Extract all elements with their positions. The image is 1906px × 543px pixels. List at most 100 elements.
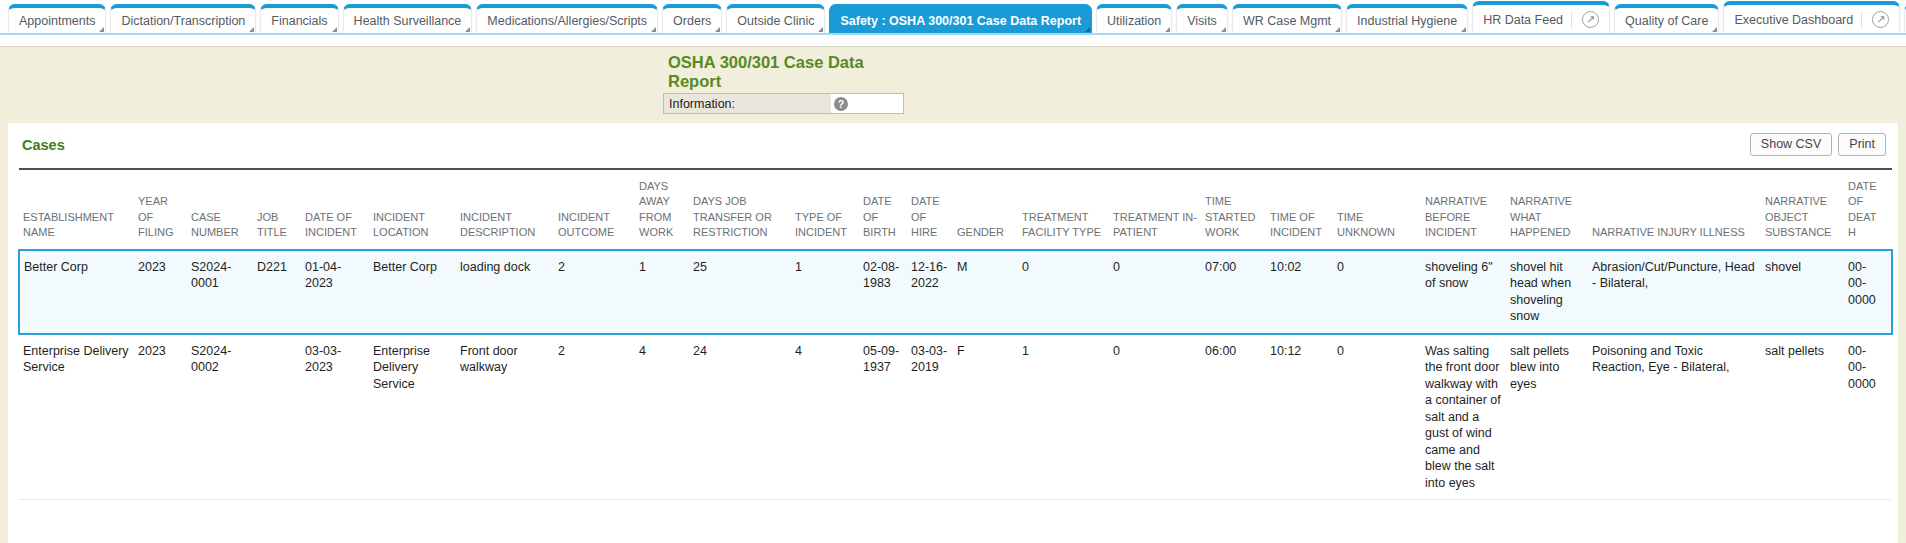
tab-financials[interactable]: Financials [260, 4, 338, 33]
cases-table: ESTABLISHMENT NAMEYEAR OF FILINGCASE NUM… [18, 168, 1893, 500]
column-header-date-of-death: DATE OF DEATH [1848, 169, 1892, 250]
tab-visits[interactable]: Visits [1176, 4, 1228, 33]
column-header-incident-description: INCIDENT DESCRIPTION [460, 169, 558, 250]
external-link-icon[interactable]: ↗ [1582, 11, 1599, 28]
information-label: Information: [664, 94, 831, 113]
cell-time-started-work: 06:00 [1205, 334, 1270, 500]
column-header-time-unknown: TIME UNKNOWN [1337, 169, 1425, 250]
column-header-type-of-incident: TYPE OF INCIDENT [795, 169, 863, 250]
tab-label: HR Data Feed [1483, 13, 1563, 27]
tab-industrial-hygiene[interactable]: Industrial Hygiene [1346, 4, 1468, 33]
tab-hr-data-feed[interactable]: HR Data Feed ↗ [1472, 1, 1610, 33]
cell-time-started-work: 07:00 [1205, 250, 1270, 334]
cell-gender: F [957, 334, 1022, 500]
tab-medications-allergies-scripts[interactable]: Medications/Allergies/Scripts [476, 4, 658, 33]
tab-bar: Appointments Dictation/Transcription Finan… [0, 0, 1906, 35]
table-row[interactable]: Enterprise Delivery Service2023S2024-000… [19, 334, 1892, 500]
column-header-time-started-work: TIME STARTED WORK [1205, 169, 1270, 250]
cases-header-row: ESTABLISHMENT NAMEYEAR OF FILINGCASE NUM… [19, 169, 1892, 250]
tab-corner-fold-icon [1221, 27, 1226, 32]
print-button[interactable]: Print [1838, 133, 1886, 156]
cell-narrative-before-incident: Was salting the front door walkway with … [1425, 334, 1510, 500]
cell-time-of-incident: 10:02 [1270, 250, 1337, 334]
tab-wr-case-mgmt[interactable]: WR Case Mgmt [1232, 4, 1342, 33]
tab-corner-fold-icon [249, 27, 254, 32]
cell-establishment-name: Enterprise Delivery Service [19, 334, 138, 500]
cell-time-of-incident: 10:12 [1270, 334, 1337, 500]
tab-executive-dashboard[interactable]: Executive Dashboard ↗ [1723, 1, 1900, 33]
cell-case-number: S2024-0002 [191, 334, 257, 500]
cell-date-of-birth: 05-09-1937 [863, 334, 911, 500]
cell-time-unknown: 0 [1337, 334, 1425, 500]
cell-narrative-what-happened: shovel hit head when shoveling snow [1510, 250, 1592, 334]
cell-incident-description: Front door walkway [460, 334, 558, 500]
cell-incident-description: loading dock [460, 250, 558, 334]
cell-date-of-death: 00-00-0000 [1848, 250, 1892, 334]
tab-corner-fold-icon [651, 27, 656, 32]
tab-quality-of-care[interactable]: Quality of Care [1614, 4, 1719, 33]
cell-treatment-in-patient: 0 [1113, 250, 1205, 334]
tab-appointments[interactable]: Appointments [8, 4, 106, 33]
tab-label: Dictation/Transcription [121, 14, 245, 28]
external-link-icon[interactable]: ↗ [1872, 11, 1889, 28]
cell-time-unknown: 0 [1337, 250, 1425, 334]
page-title: OSHA 300/301 Case Data Report [663, 52, 904, 93]
cell-gender: M [957, 250, 1022, 334]
column-header-job-title: JOB TITLE [257, 169, 305, 250]
tab-corner-fold-icon [1165, 27, 1170, 32]
column-header-date-of-hire: DATE OF HIRE [911, 169, 957, 250]
cases-panel-header: Cases Show CSV Print [18, 131, 1888, 156]
tab-dictation-transcription[interactable]: Dictation/Transcription [110, 4, 256, 33]
cases-panel: Cases Show CSV Print ESTABLISHMENT NAMEY… [8, 123, 1898, 543]
cell-narrative-injury-illness: Abrasion/Cut/Puncture, Head - Bilateral, [1592, 250, 1765, 334]
information-bar: Information: ? [663, 93, 904, 114]
cell-treatment-facility-type: 0 [1022, 250, 1113, 334]
cell-job-title: D221 [257, 250, 305, 334]
tab-divider [1571, 11, 1572, 28]
show-csv-button[interactable]: Show CSV [1750, 133, 1832, 156]
cell-treatment-facility-type: 1 [1022, 334, 1113, 500]
tab-corner-fold-icon [818, 27, 823, 32]
cell-date-of-birth: 02-08-1983 [863, 250, 911, 334]
cell-date-of-death: 00-00-0000 [1848, 334, 1892, 500]
cell-narrative-before-incident: shoveling 6" of snow [1425, 250, 1510, 334]
tab-outside-clinic[interactable]: Outside Clinic [726, 4, 825, 33]
cell-incident-outcome: 2 [558, 334, 639, 500]
help-icon[interactable]: ? [834, 97, 848, 111]
cell-treatment-in-patient: 0 [1113, 334, 1205, 500]
tab-label: Financials [271, 14, 327, 28]
tab-label: Orders [673, 14, 711, 28]
column-header-narrative-injury-illness: NARRATIVE INJURY ILLNESS [1592, 169, 1765, 250]
tab-safety-osha-300-301-case-data-report[interactable]: Safety : OSHA 300/301 Case Data Report [829, 4, 1092, 33]
column-header-narrative-before-incident: NARRATIVE BEFORE INCIDENT [1425, 169, 1510, 250]
cases-tbody: Better Corp2023S2024-0001D22101-04-2023B… [19, 250, 1892, 500]
column-header-case-number: CASE NUMBER [191, 169, 257, 250]
cell-narrative-object-substance: salt pellets [1765, 334, 1848, 500]
tab-label: Executive Dashboard [1734, 13, 1853, 27]
page-background: OSHA 300/301 Case Data Report Informatio… [0, 47, 1906, 543]
tab-utilization[interactable]: Utilization [1096, 4, 1172, 33]
tab-health-surveillance[interactable]: Health Surveillance [343, 4, 473, 33]
tab-label: Appointments [19, 14, 95, 28]
column-header-incident-outcome: INCIDENT OUTCOME [558, 169, 639, 250]
cell-date-of-hire: 03-03-2019 [911, 334, 957, 500]
column-header-narrative-object-substance: NARRATIVE OBJECT SUBSTANCE [1765, 169, 1848, 250]
tab-label: Medications/Allergies/Scripts [487, 14, 647, 28]
cell-date-of-incident: 03-03-2023 [305, 334, 373, 500]
tab-label: WR Case Mgmt [1243, 14, 1331, 28]
column-header-year-of-filing: YEAR OF FILING [138, 169, 191, 250]
tab-orders[interactable]: Orders [662, 4, 722, 33]
column-header-treatment-facility-type: TREATMENT FACILITY TYPE [1022, 169, 1113, 250]
table-row[interactable]: Better Corp2023S2024-0001D22101-04-2023B… [19, 250, 1892, 334]
cell-type-of-incident: 1 [795, 250, 863, 334]
column-header-date-of-birth: DATE OF BIRTH [863, 169, 911, 250]
column-header-date-of-incident: DATE OF INCIDENT [305, 169, 373, 250]
tab-label: Utilization [1107, 14, 1161, 28]
cell-days-job-transfer-or-restriction: 24 [693, 334, 795, 500]
cell-date-of-hire: 12-16-2022 [911, 250, 957, 334]
tab-corner-fold-icon [715, 27, 720, 32]
cell-job-title [257, 334, 305, 500]
cell-days-job-transfer-or-restriction: 25 [693, 250, 795, 334]
tab-label: Safety : OSHA 300/301 Case Data Report [840, 14, 1081, 28]
tab-label: Industrial Hygiene [1357, 14, 1457, 28]
